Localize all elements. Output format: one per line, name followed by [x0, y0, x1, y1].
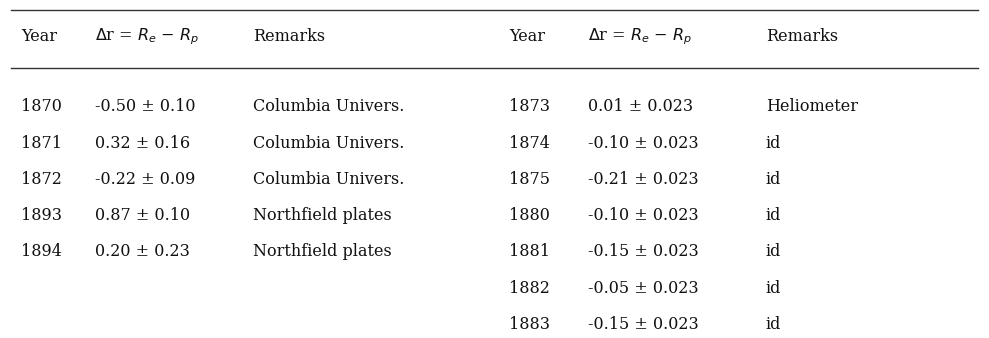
Text: Columbia Univers.: Columbia Univers. — [253, 135, 405, 152]
Text: 1872: 1872 — [21, 171, 62, 188]
Text: -0.05 ± 0.023: -0.05 ± 0.023 — [588, 280, 699, 296]
Text: -0.15 ± 0.023: -0.15 ± 0.023 — [588, 316, 699, 333]
Text: id: id — [765, 207, 781, 224]
Text: -0.10 ± 0.023: -0.10 ± 0.023 — [588, 135, 699, 152]
Text: 0.20 ± 0.23: 0.20 ± 0.23 — [95, 243, 190, 260]
Text: -0.21 ± 0.023: -0.21 ± 0.023 — [588, 171, 699, 188]
Text: id: id — [765, 243, 781, 260]
Text: 1871: 1871 — [21, 135, 62, 152]
Text: id: id — [765, 135, 781, 152]
Text: 1870: 1870 — [21, 98, 62, 116]
Text: Remarks: Remarks — [253, 28, 325, 45]
Text: 0.32 ± 0.16: 0.32 ± 0.16 — [95, 135, 190, 152]
Text: Year: Year — [21, 28, 57, 45]
Text: 1880: 1880 — [509, 207, 550, 224]
Text: $\Delta$r = $R_e$ $-$ $R_p$: $\Delta$r = $R_e$ $-$ $R_p$ — [588, 26, 692, 47]
Text: Year: Year — [509, 28, 545, 45]
Text: Northfield plates: Northfield plates — [253, 243, 392, 260]
Text: -0.10 ± 0.023: -0.10 ± 0.023 — [588, 207, 699, 224]
Text: Remarks: Remarks — [765, 28, 838, 45]
Text: 1873: 1873 — [509, 98, 550, 116]
Text: Northfield plates: Northfield plates — [253, 207, 392, 224]
Text: -0.15 ± 0.023: -0.15 ± 0.023 — [588, 243, 699, 260]
Text: -0.50 ± 0.10: -0.50 ± 0.10 — [95, 98, 196, 116]
Text: Columbia Univers.: Columbia Univers. — [253, 171, 405, 188]
Text: 0.87 ± 0.10: 0.87 ± 0.10 — [95, 207, 190, 224]
Text: -0.22 ± 0.09: -0.22 ± 0.09 — [95, 171, 196, 188]
Text: 1883: 1883 — [509, 316, 550, 333]
Text: 1893: 1893 — [21, 207, 62, 224]
Text: Heliometer: Heliometer — [765, 98, 857, 116]
Text: 1881: 1881 — [509, 243, 550, 260]
Text: 0.01 ± 0.023: 0.01 ± 0.023 — [588, 98, 693, 116]
Text: id: id — [765, 171, 781, 188]
Text: 1874: 1874 — [509, 135, 550, 152]
Text: id: id — [765, 316, 781, 333]
Text: 1894: 1894 — [21, 243, 62, 260]
Text: id: id — [765, 280, 781, 296]
Text: Columbia Univers.: Columbia Univers. — [253, 98, 405, 116]
Text: 1882: 1882 — [509, 280, 550, 296]
Text: 1875: 1875 — [509, 171, 550, 188]
Text: $\Delta$r = $R_e$ $-$ $R_p$: $\Delta$r = $R_e$ $-$ $R_p$ — [95, 26, 199, 47]
